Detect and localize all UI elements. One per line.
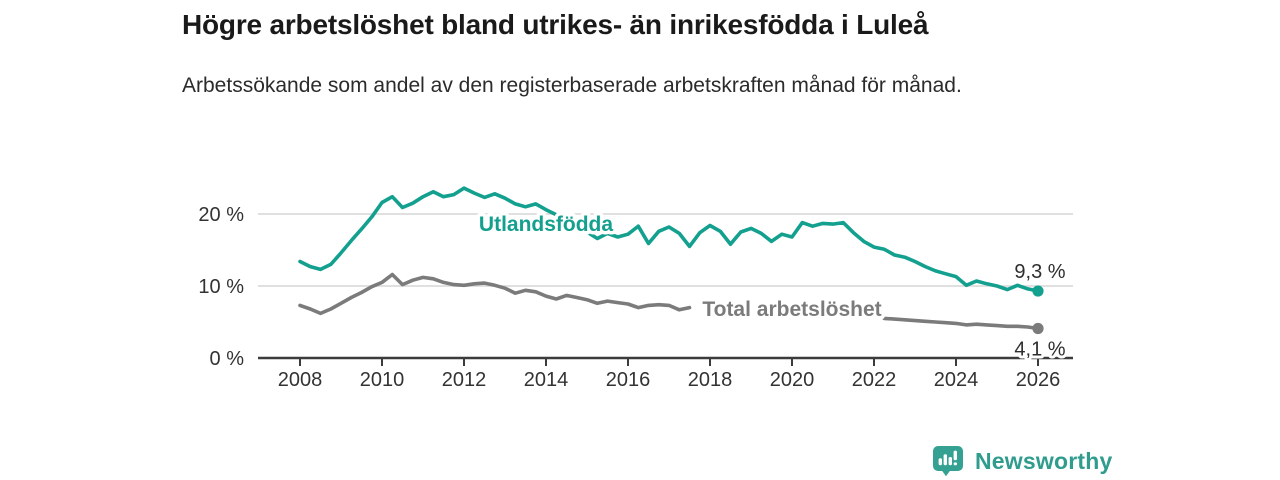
x-tick-label: 2014: [524, 369, 569, 391]
logo-bubble-shape: [933, 446, 963, 477]
series-annotations: Utlandsfödda 9,3 % Total arbetslöshet 4,1 %: [475, 210, 1068, 364]
series-end-dot: [1032, 322, 1044, 335]
x-tick-label: 2012: [442, 369, 487, 391]
end-value-label: 9,3 %: [1014, 261, 1065, 283]
end-value-label: 4,1 %: [1014, 338, 1065, 360]
series-end-dot: [1032, 285, 1044, 297]
logo-bars: [938, 450, 957, 466]
x-tick-label: 2008: [278, 369, 323, 391]
gridlines: 0 % 10 % 20 %: [198, 204, 1073, 370]
y-tick-label: 20 %: [198, 204, 244, 226]
series-line: [298, 272, 692, 316]
x-tick-label: 2024: [934, 369, 979, 391]
newsworthy-logo-icon: [933, 446, 963, 477]
x-tick-label: 2022: [852, 369, 897, 391]
y-tick-label: 0 %: [210, 348, 245, 370]
series-line: [882, 316, 1040, 331]
series-lines: [298, 186, 1040, 331]
x-axis: 2008 2010 2012 2014 2016 2018 2020 2022 2024 2026: [258, 356, 1073, 391]
series-line: [298, 186, 1040, 293]
footer-branding: Newsworthy: [930, 443, 1112, 479]
x-tick-label: 2020: [770, 369, 815, 391]
x-tick-label: 2016: [606, 369, 651, 391]
brand-name: Newsworthy: [975, 447, 1113, 474]
x-tick-label: 2010: [360, 369, 405, 391]
series-label: Total arbetslöshet: [702, 298, 881, 321]
y-tick-label: 10 %: [198, 276, 244, 298]
page-title: Högre arbetslöshet bland utrikes- än inr…: [182, 9, 929, 40]
series-label: Utlandsfödda: [479, 213, 613, 236]
chart-subtitle: Arbetssökande som andel av den registerb…: [182, 74, 962, 97]
x-tick-label: 2026: [1016, 369, 1061, 391]
x-tick-label: 2018: [688, 369, 733, 391]
